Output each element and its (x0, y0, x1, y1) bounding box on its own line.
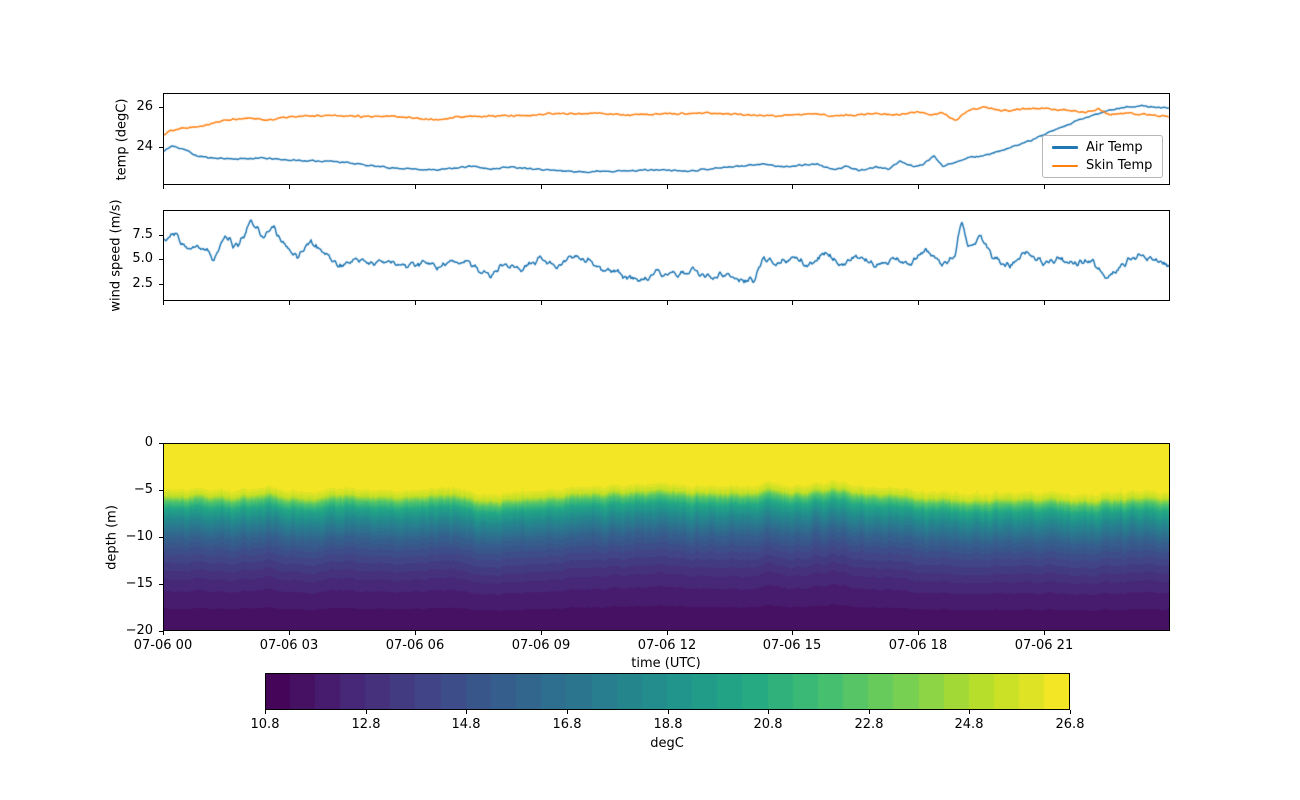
tick-mark (466, 710, 467, 714)
colorbar-tick-label: 18.8 (653, 717, 683, 732)
tick-mark (159, 490, 163, 491)
y-tick-label: −20 (125, 623, 153, 638)
tick-mark (159, 107, 163, 108)
wind-plot-canvas (163, 210, 1170, 301)
tick-mark (869, 710, 870, 714)
y-tick-label: −15 (125, 576, 153, 591)
y-tick-label: 7.5 (132, 227, 153, 242)
air-temp-legend-label: Air Temp (1086, 139, 1143, 155)
tick-mark (541, 631, 542, 635)
tick-mark (163, 301, 164, 305)
tick-mark (918, 301, 919, 305)
colorbar-tick-label: 16.8 (552, 717, 582, 732)
colorbar (265, 673, 1070, 710)
tick-mark (1044, 631, 1045, 635)
tick-mark (159, 584, 163, 585)
tick-mark (415, 301, 416, 305)
tick-mark (667, 631, 668, 635)
x-tick-label: 07-06 03 (259, 638, 319, 653)
tick-mark (1044, 185, 1045, 189)
skin-temp-legend-line-icon (1052, 164, 1078, 167)
tick-mark (541, 185, 542, 189)
tick-mark (1070, 710, 1071, 714)
tick-mark (159, 631, 163, 632)
x-tick-label: 07-06 00 (133, 638, 193, 653)
legend-row-skin: Skin Temp (1043, 158, 1162, 173)
temp-plot-canvas (163, 93, 1170, 185)
tick-mark (415, 185, 416, 189)
colorbar-canvas (265, 673, 1070, 710)
tick-mark (541, 301, 542, 305)
y-tick-label: −5 (133, 482, 153, 497)
tick-mark (159, 284, 163, 285)
tick-mark (159, 537, 163, 538)
tick-mark (567, 710, 568, 714)
tick-mark (159, 147, 163, 148)
x-tick-label: 07-06 15 (762, 638, 822, 653)
depth-heatmap-axes (163, 443, 1170, 631)
colorbar-tick-label: 14.8 (451, 717, 481, 732)
tick-mark (415, 631, 416, 635)
colorbar-tick-label: 24.8 (954, 717, 984, 732)
colorbar-tick-label: 20.8 (753, 717, 783, 732)
tick-mark (163, 185, 164, 189)
tick-mark (265, 710, 266, 714)
tick-mark (289, 185, 290, 189)
temp-axes (163, 93, 1170, 185)
y-tick-label: 5.0 (132, 251, 153, 266)
tick-mark (159, 235, 163, 236)
tick-mark (792, 631, 793, 635)
skin-temp-legend-label: Skin Temp (1086, 158, 1153, 174)
x-tick-label: 07-06 09 (511, 638, 571, 653)
y-tick-label: 24 (136, 139, 153, 154)
tick-mark (667, 185, 668, 189)
y-tick-label: 0 (144, 435, 153, 450)
colorbar-label: degC (650, 736, 684, 751)
wind-axes (163, 210, 1170, 301)
tick-mark (289, 631, 290, 635)
x-tick-label: 07-06 12 (637, 638, 697, 653)
tick-mark (918, 631, 919, 635)
y-tick-label: 26 (136, 99, 153, 114)
tick-mark (969, 710, 970, 714)
tick-mark (668, 710, 669, 714)
tick-mark (289, 301, 290, 305)
tick-mark (159, 259, 163, 260)
tick-mark (918, 185, 919, 189)
tick-mark (366, 710, 367, 714)
x-tick-label: 07-06 21 (1014, 638, 1074, 653)
air-temp-legend-line-icon (1052, 146, 1078, 149)
tick-mark (792, 301, 793, 305)
x-tick-label: 07-06 06 (385, 638, 445, 653)
tick-mark (1044, 301, 1045, 305)
legend-row-air: Air Temp (1043, 140, 1162, 155)
depth-heatmap-canvas (163, 443, 1170, 631)
y-tick-label: 2.5 (132, 276, 153, 291)
time-xlabel: time (UTC) (631, 656, 701, 671)
colorbar-tick-label: 10.8 (250, 717, 280, 732)
tick-mark (159, 443, 163, 444)
tick-mark (792, 185, 793, 189)
legend: Air Temp Skin Temp (1042, 135, 1163, 178)
colorbar-tick-label: 22.8 (854, 717, 884, 732)
tick-mark (667, 301, 668, 305)
colorbar-tick-label: 26.8 (1055, 717, 1085, 732)
tick-mark (163, 631, 164, 635)
y-tick-label: −10 (125, 529, 153, 544)
colorbar-tick-label: 12.8 (351, 717, 381, 732)
x-tick-label: 07-06 18 (888, 638, 948, 653)
tick-mark (768, 710, 769, 714)
